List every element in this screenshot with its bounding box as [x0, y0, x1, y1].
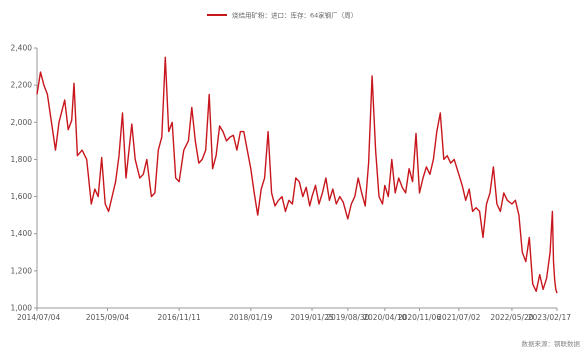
- y-tick-label: 2,200: [11, 81, 33, 90]
- x-tick-label: 2021/07/02: [437, 313, 480, 322]
- y-axis: 1,000 1,200 1,400 1,600 1,800 2,000 2,200 2,400: [11, 44, 38, 313]
- legend-label: 烧结用矿粉：进口：库存：64家钢厂（周）: [232, 11, 357, 20]
- x-tick-label: 2015/09/04: [86, 313, 129, 322]
- plot-area: [36, 56, 558, 294]
- x-tick-label: 2016/11/11: [158, 313, 201, 322]
- x-tick-label: 2023/02/17: [528, 313, 571, 322]
- y-tick-label: 1,800: [11, 155, 33, 164]
- x-tick-label: 2020/04/10: [363, 313, 406, 322]
- y-tick-label: 1,000: [11, 304, 33, 313]
- x-tick-label: 2020/11/06: [398, 313, 441, 322]
- y-tick-label: 1,200: [11, 266, 33, 275]
- x-tick-label: 2019/08/30: [326, 313, 369, 322]
- x-tick-label: 2022/05/20: [490, 313, 533, 322]
- series-line: [36, 56, 558, 294]
- x-axis: 2014/07/04 2015/09/04 2016/11/11 2018/01/19…: [17, 307, 571, 322]
- x-tick-label: 2019/01/25: [290, 313, 333, 322]
- source-note: 数据来源：钢联数据: [522, 339, 581, 348]
- y-tick-label: 1,600: [11, 192, 33, 201]
- x-tick-label: 2014/07/04: [17, 313, 60, 322]
- y-tick-label: 1,400: [11, 229, 33, 238]
- y-tick-label: 2,000: [11, 118, 33, 127]
- legend: 烧结用矿粉：进口：库存：64家钢厂（周）: [207, 11, 357, 20]
- x-tick-label: 2018/01/19: [229, 313, 272, 322]
- y-tick-label: 2,400: [11, 44, 33, 53]
